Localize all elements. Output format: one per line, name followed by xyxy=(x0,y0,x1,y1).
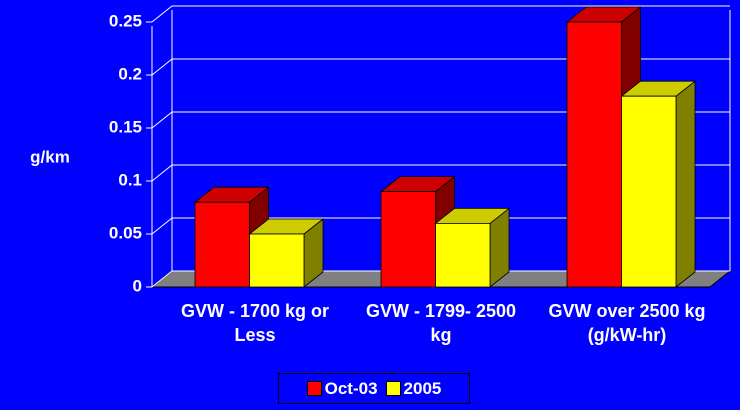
bar xyxy=(380,191,436,288)
y-tick-label: 0.05 xyxy=(109,223,142,242)
x-tick-label: GVW over 2500 kg (g/kW-hr) xyxy=(548,301,706,345)
bar xyxy=(194,201,250,288)
bar xyxy=(435,222,491,288)
bar-side xyxy=(675,80,696,288)
grid-line xyxy=(151,164,730,182)
y-tick-label: 0.15 xyxy=(109,117,142,136)
y-axis-title: g/km xyxy=(30,147,70,166)
legend-swatch xyxy=(306,381,322,396)
grid-line xyxy=(151,58,730,76)
bar xyxy=(566,21,622,288)
grid-line xyxy=(151,217,730,235)
y-tick-label: 0.1 xyxy=(118,170,142,189)
grid-line xyxy=(151,111,730,129)
legend-item: 2005 xyxy=(385,378,442,399)
x-tick-label: GVW - 1700 kg or Less xyxy=(180,301,330,345)
y-tick-label: 0.2 xyxy=(118,64,142,83)
grid-line xyxy=(151,270,730,288)
bar xyxy=(621,95,677,288)
legend-item: Oct-03 xyxy=(306,378,378,399)
legend-label: Oct-03 xyxy=(324,378,378,398)
bar xyxy=(249,233,305,288)
grid-line xyxy=(151,5,730,23)
x-tick-label: GVW - 1799- 2500 kg xyxy=(365,301,517,345)
y-tick-label: 0 xyxy=(133,276,142,295)
legend-swatch xyxy=(385,381,401,396)
y-tick-label: 0.25 xyxy=(109,11,142,30)
legend-label: 2005 xyxy=(403,378,442,398)
legend: Oct-03 2005 xyxy=(278,373,470,404)
